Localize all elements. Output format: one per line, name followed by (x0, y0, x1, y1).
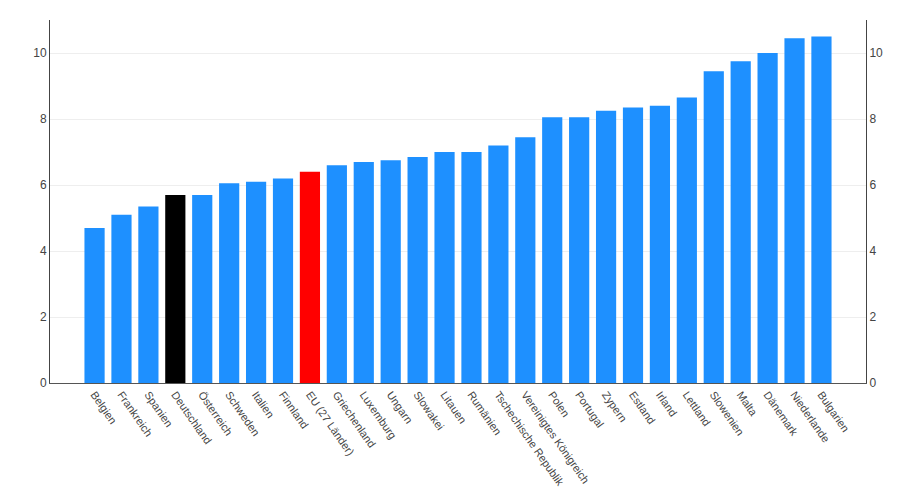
svg-text:Schweden: Schweden (223, 389, 262, 438)
svg-text:2: 2 (40, 310, 47, 324)
svg-text:Estland: Estland (627, 389, 658, 426)
svg-text:Litauen: Litauen (438, 389, 469, 425)
svg-text:4: 4 (40, 244, 47, 258)
svg-text:10: 10 (869, 46, 883, 60)
svg-text:Irland: Irland (654, 389, 680, 418)
svg-text:8: 8 (40, 112, 47, 126)
svg-text:Tschechische Republik: Tschechische Republik (492, 389, 566, 488)
svg-text:Ungarn: Ungarn (385, 389, 416, 425)
svg-text:6: 6 (40, 178, 47, 192)
svg-text:Luxemburg: Luxemburg (358, 389, 399, 441)
svg-text:Spanien: Spanien (142, 389, 175, 429)
svg-text:Slowakei: Slowakei (411, 389, 446, 432)
svg-text:Deutschland: Deutschland (169, 389, 214, 446)
svg-text:Österreich: Österreich (196, 389, 235, 437)
svg-text:Malta: Malta (735, 389, 761, 419)
svg-text:Rumänien: Rumänien (465, 389, 504, 437)
svg-text:6: 6 (869, 178, 876, 192)
svg-text:Griechenland: Griechenland (331, 389, 378, 449)
svg-text:Finnland: Finnland (277, 389, 311, 430)
svg-text:Bulgarien: Bulgarien (815, 389, 851, 434)
svg-text:Slowenien: Slowenien (708, 389, 747, 437)
svg-text:Dänemark: Dänemark (761, 389, 800, 438)
svg-text:Portugal: Portugal (573, 389, 606, 429)
svg-text:Polen: Polen (546, 389, 572, 419)
svg-text:8: 8 (869, 112, 876, 126)
svg-text:Zypern: Zypern (600, 389, 629, 424)
svg-text:10: 10 (33, 46, 47, 60)
svg-text:4: 4 (869, 244, 876, 258)
svg-text:EU (27 Länder): EU (27 Länder) (304, 389, 357, 457)
svg-text:0: 0 (40, 376, 47, 390)
svg-text:Belgien: Belgien (88, 389, 119, 426)
svg-text:2: 2 (869, 310, 876, 324)
svg-text:0: 0 (869, 376, 876, 390)
svg-text:Niederlande: Niederlande (788, 389, 832, 444)
svg-text:Vereinigtes Königreich: Vereinigtes Königreich (519, 389, 592, 486)
svg-text:Frankreich: Frankreich (115, 389, 155, 438)
svg-text:Italien: Italien (250, 389, 277, 420)
svg-text:Lettland: Lettland (681, 389, 713, 428)
